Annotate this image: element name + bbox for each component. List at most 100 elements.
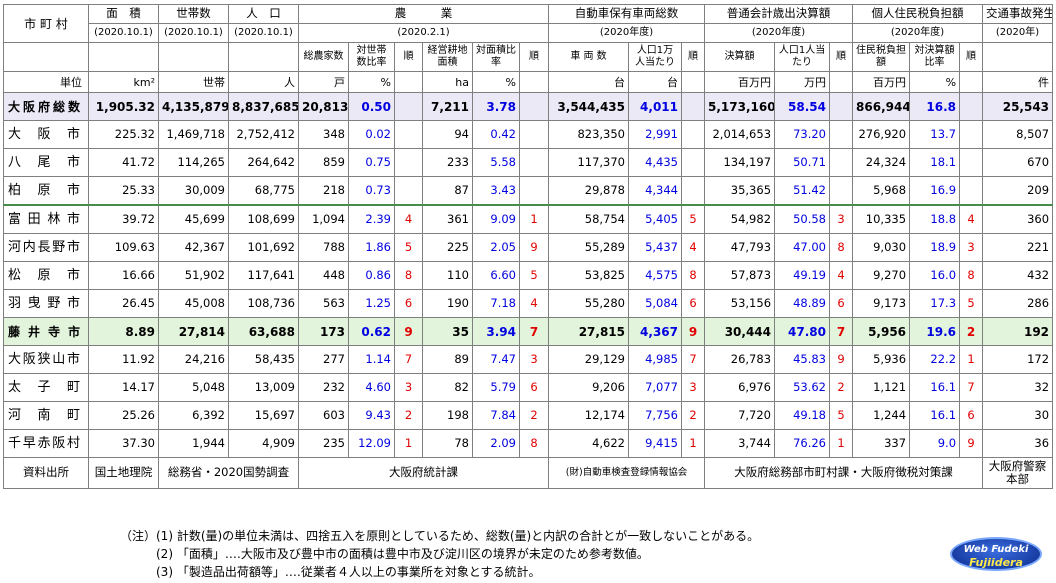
cell-veh-p: 4,435 — [628, 148, 682, 177]
cell-area: 25.33 — [88, 176, 159, 206]
unit-area: km² — [88, 71, 159, 93]
header-budget: 普通会計歳出決算額 — [704, 4, 854, 24]
header-traffic: 交通事故発生件数 — [982, 4, 1054, 24]
header-municipality: 市 町 村 — [3, 4, 89, 43]
cell-bud-rank: 8 — [829, 233, 854, 262]
header-tax-ratio: 対決算額比率 — [909, 42, 961, 72]
cell-traffic: 286 — [982, 289, 1054, 318]
cell-area: 39.72 — [88, 204, 159, 234]
cell-farea: 198 — [422, 401, 473, 430]
header-vehicle-count: 車 両 数 — [548, 42, 629, 72]
unit-label: 単位 — [3, 71, 89, 93]
header-farm-area: 経営耕地面積 — [422, 42, 473, 72]
cell-traffic: 30 — [982, 401, 1054, 430]
row-name: 八尾市 — [3, 148, 89, 177]
cell-bud-p: 49.19 — [774, 261, 831, 290]
cell-tax: 1,121 — [852, 373, 911, 402]
cell-hh: 51,902 — [158, 261, 229, 290]
cell-area: 1,905.32 — [88, 92, 159, 121]
cell-farea: 94 — [422, 120, 473, 149]
cell-farea-r: 2.05 — [472, 233, 520, 262]
cell-veh: 3,544,435 — [548, 92, 629, 121]
row-name: 太子町 — [3, 373, 89, 402]
cell-farm: 173 — [298, 317, 349, 346]
cell-traffic: 209 — [982, 176, 1054, 206]
cell-farea-rank: 7 — [519, 317, 549, 346]
cell-veh-rank: 9 — [680, 317, 706, 346]
unit-farm-area-ratio: % — [472, 71, 520, 93]
header-population-date: (2020.10.1) — [228, 23, 299, 43]
row-name: 大阪府総数 — [3, 92, 89, 121]
cell-farea-rank — [519, 148, 549, 177]
cell-tax-rank: 2 — [959, 317, 984, 346]
header-vehicle-per: 人口1万人当たり — [628, 42, 682, 72]
unit-farm-area: ha — [422, 71, 473, 93]
cell-veh: 12,174 — [548, 401, 629, 430]
cell-area: 109.63 — [88, 233, 159, 262]
cell-farea-r: 3.78 — [472, 92, 520, 121]
cell-farea-rank: 8 — [519, 429, 549, 458]
cell-farea-rank: 4 — [519, 289, 549, 318]
cell-bud: 54,982 — [704, 204, 776, 234]
cell-pop: 4,909 — [228, 429, 299, 458]
cell-tax-rank: 7 — [959, 373, 984, 402]
unit-farm-ratio: % — [348, 71, 395, 93]
cell-tax-r: 9.0 — [909, 429, 961, 458]
web-fudeki-logo[interactable]: Web Fudeki Fujiidera — [950, 537, 1042, 571]
cell-tax-r: 16.1 — [909, 373, 961, 402]
cell-farea-r: 9.09 — [472, 204, 520, 234]
cell-farm-rank: 5 — [394, 233, 423, 262]
logo-line1: Web Fudeki — [963, 544, 1029, 555]
cell-farea-rank — [519, 92, 549, 121]
note-1: （注）(1) 計数(量)の単位未満は、四捨五入を原則としているため、総数(量)と… — [120, 529, 760, 543]
cell-farm: 232 — [298, 373, 349, 402]
cell-bud-p: 53.62 — [774, 373, 831, 402]
cell-bud: 2,014,653 — [704, 120, 776, 149]
cell-area: 41.72 — [88, 148, 159, 177]
cell-bud-rank — [829, 176, 854, 206]
cell-veh-rank: 1 — [680, 429, 706, 458]
cell-tax-r: 17.3 — [909, 289, 961, 318]
cell-veh: 4,622 — [548, 429, 629, 458]
cell-bud-p: 50.71 — [774, 148, 831, 177]
cell-farm: 277 — [298, 345, 349, 374]
cell-farea-r: 7.84 — [472, 401, 520, 430]
cell-bud-rank: 9 — [829, 345, 854, 374]
cell-traffic: 221 — [982, 233, 1054, 262]
cell-traffic: 432 — [982, 261, 1054, 290]
cell-farm-r: 0.86 — [348, 261, 395, 290]
cell-tax-rank: 4 — [959, 204, 984, 234]
cell-veh: 29,129 — [548, 345, 629, 374]
cell-area: 26.45 — [88, 289, 159, 318]
cell-farm: 1,094 — [298, 204, 349, 234]
cell-farea: 82 — [422, 373, 473, 402]
cell-veh-p: 7,756 — [628, 401, 682, 430]
row-name: 河南町 — [3, 401, 89, 430]
table-row: 八尾市 41.72 114,265 264,642 859 0.75 233 5.58 117,… — [3, 148, 1054, 177]
table-row: 藤井寺市 8.89 27,814 63,688 173 0.62 9 35 3.94 7 27,81… — [3, 317, 1054, 346]
cell-area: 16.66 — [88, 261, 159, 290]
cell-bud-p: 49.18 — [774, 401, 831, 430]
header-agriculture-date: (2020.2.1) — [298, 23, 549, 43]
cell-traffic: 8,507 — [982, 120, 1054, 149]
cell-area: 8.89 — [88, 317, 159, 346]
cell-bud: 57,873 — [704, 261, 776, 290]
cell-farea-rank: 2 — [519, 401, 549, 430]
cell-tax-rank: 6 — [959, 401, 984, 430]
cell-veh-p: 4,367 — [628, 317, 682, 346]
cell-bud: 3,744 — [704, 429, 776, 458]
cell-farea-rank: 6 — [519, 373, 549, 402]
cell-pop: 63,688 — [228, 317, 299, 346]
source-census: 総務省・2020国勢調査 — [158, 457, 299, 489]
cell-veh-p: 5,437 — [628, 233, 682, 262]
cell-pop: 68,775 — [228, 176, 299, 206]
cell-veh-p: 9,415 — [628, 429, 682, 458]
cell-farm: 20,813 — [298, 92, 349, 121]
cell-bud-p: 58.54 — [774, 92, 831, 121]
header-budget-per: 人口1人当たり — [774, 42, 831, 72]
cell-farm-rank: 8 — [394, 261, 423, 290]
cell-farm: 348 — [298, 120, 349, 149]
table-row: 羽曳野市 26.45 45,008 108,736 563 1.25 6 190 7.18 4 55… — [3, 289, 1054, 318]
table-row: 大阪狭山市 11.92 24,216 58,435 277 1.14 7 89 7.47 3 29,… — [3, 345, 1054, 374]
cell-farm: 788 — [298, 233, 349, 262]
